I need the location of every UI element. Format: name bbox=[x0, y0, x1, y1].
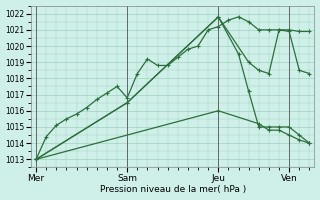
X-axis label: Pression niveau de la mer( hPa ): Pression niveau de la mer( hPa ) bbox=[100, 185, 246, 194]
